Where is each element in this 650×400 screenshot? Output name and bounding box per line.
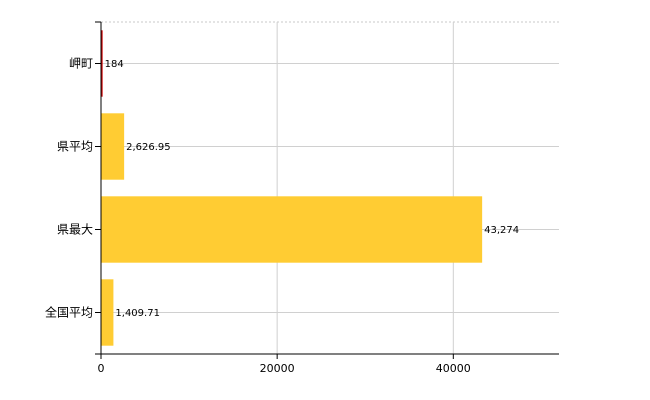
bar xyxy=(101,196,483,263)
data-label: 184 xyxy=(105,59,124,70)
bar xyxy=(101,113,125,180)
category-label: 岬町 xyxy=(69,57,93,71)
category-label: 県平均 xyxy=(57,140,93,154)
data-label: 1,409.71 xyxy=(115,308,160,319)
data-label: 43,274 xyxy=(484,225,519,236)
bar xyxy=(101,30,103,97)
category-label: 県最大 xyxy=(57,223,93,237)
bar xyxy=(101,279,114,346)
x-tick-label: 40000 xyxy=(436,362,471,375)
grid-layer xyxy=(101,21,559,354)
x-tick-label: 0 xyxy=(98,362,105,375)
x-tick-label: 20000 xyxy=(260,362,295,375)
bar-layer xyxy=(101,30,483,346)
axis-layer xyxy=(95,21,559,359)
category-label: 全国平均 xyxy=(45,305,93,320)
data-label: 2,626.95 xyxy=(126,142,171,153)
